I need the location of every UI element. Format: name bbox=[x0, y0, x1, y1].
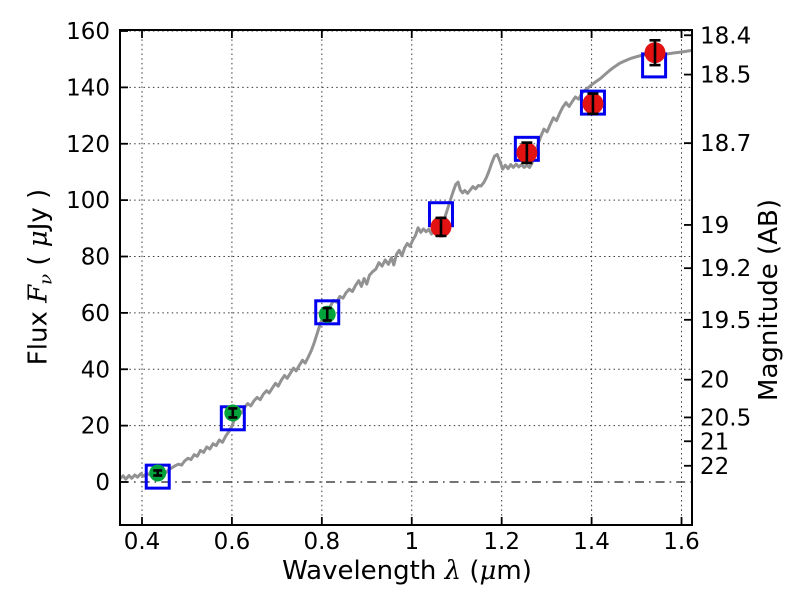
y-axis-label-right: Magnitude (AB) bbox=[754, 199, 784, 401]
x-tick-label: 1.2 bbox=[483, 529, 520, 555]
x-tick-label: 0.8 bbox=[304, 529, 341, 555]
y-right-tick-label: 19 bbox=[700, 213, 729, 239]
x-tick-label: 1 bbox=[404, 529, 419, 555]
x-axis-unit-close: m) bbox=[496, 556, 532, 586]
mu-symbol-flux: μ bbox=[23, 230, 54, 248]
y-left-unit-close: Jy ) bbox=[23, 188, 54, 231]
y-right-tick-label: 21 bbox=[700, 429, 729, 455]
nu-subscript: ν bbox=[35, 273, 57, 285]
y-right-label-text: Magnitude (AB) bbox=[754, 199, 784, 401]
y-right-tick-label: 20.5 bbox=[700, 405, 751, 431]
y-left-tick-label: 140 bbox=[66, 75, 110, 101]
x-tick-label: 1.6 bbox=[663, 529, 700, 555]
y-left-tick-label: 120 bbox=[66, 132, 110, 158]
y-axis-label-left: Flux Fν ( μJy ) bbox=[24, 189, 57, 365]
mu-symbol: μ bbox=[479, 556, 497, 586]
x-axis-unit-open: ( bbox=[461, 556, 480, 586]
y-right-tick-label: 18.4 bbox=[700, 23, 751, 49]
y-left-label-text: Flux bbox=[23, 302, 54, 366]
axes-spines bbox=[119, 29, 693, 526]
model-spectrum-line bbox=[118, 49, 693, 481]
y-left-tick-label: 20 bbox=[81, 414, 110, 440]
y-left-tick-label: 160 bbox=[66, 19, 110, 45]
y-left-tick-label: 0 bbox=[95, 470, 110, 496]
y-left-tick-label: 80 bbox=[81, 245, 110, 271]
y-right-tick-label: 19.2 bbox=[700, 256, 751, 282]
x-axis-label-text: Wavelength bbox=[282, 556, 445, 586]
y-left-tick-label: 40 bbox=[81, 357, 110, 383]
y-right-tick-label: 19.5 bbox=[700, 308, 751, 334]
x-tick-label: 1.4 bbox=[573, 529, 610, 555]
x-tick-label: 0.6 bbox=[214, 529, 251, 555]
y-left-unit-open: ( bbox=[23, 247, 54, 274]
y-right-tick-label: 18.5 bbox=[700, 63, 751, 89]
y-left-tick-label: 60 bbox=[81, 301, 110, 327]
y-right-tick-label: 22 bbox=[700, 454, 729, 480]
y-right-tick-label: 20 bbox=[700, 368, 729, 394]
y-right-tick-label: 18.7 bbox=[700, 131, 751, 157]
y-left-tick-label: 100 bbox=[66, 188, 110, 214]
lambda-symbol: λ bbox=[444, 556, 462, 586]
model-photometry-square bbox=[314, 299, 341, 326]
x-axis-label: Wavelength λ (μm) bbox=[282, 556, 532, 586]
flux-symbol: F bbox=[23, 284, 54, 303]
x-tick-label: 0.4 bbox=[124, 529, 161, 555]
